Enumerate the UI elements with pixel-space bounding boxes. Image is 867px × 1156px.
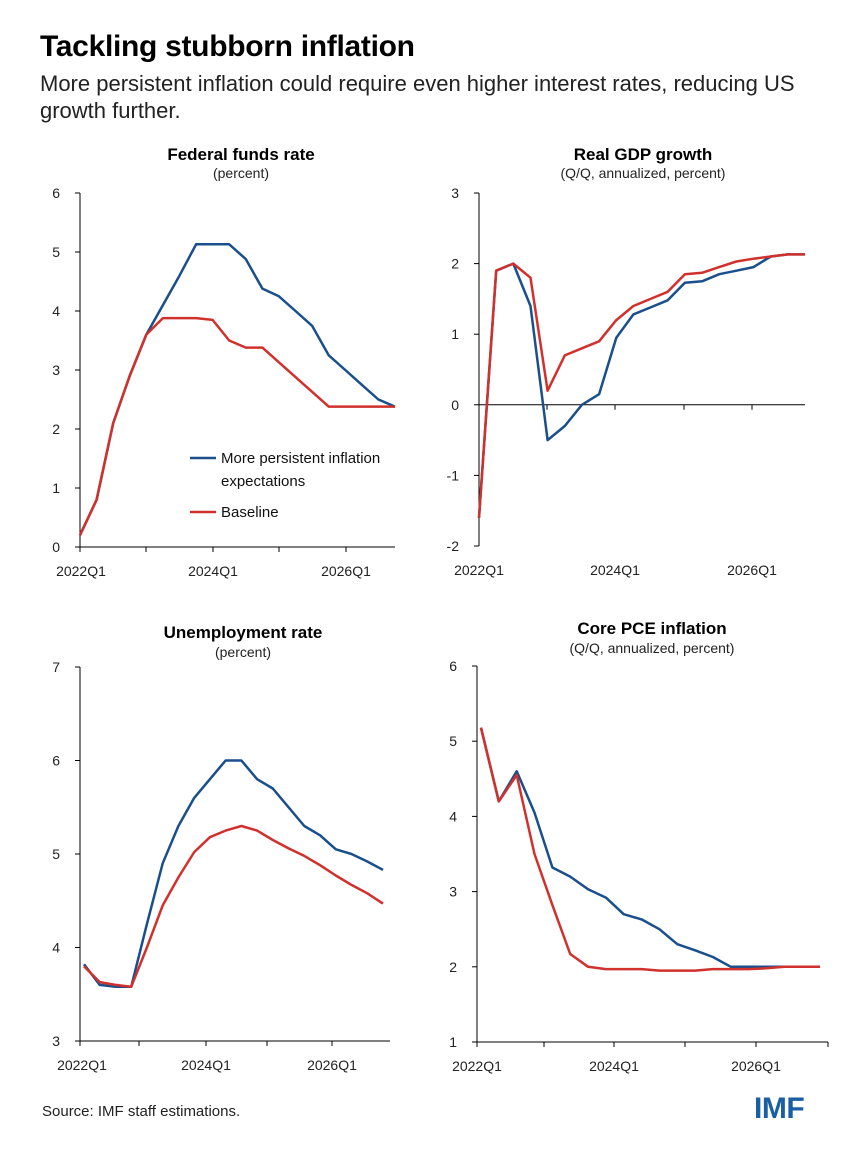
series-line-baseline — [477, 253, 805, 518]
y-tick-label: 6 — [449, 658, 457, 674]
panel-unemployment-rate: Unemployment rate (percent) 3 4 5 6 7 2022Q1 2… — [52, 623, 390, 1073]
x-tick-label: 2024Q1 — [590, 562, 640, 578]
x-tick-label: 2024Q1 — [589, 1058, 639, 1074]
x-tick-label: 2024Q1 — [188, 563, 238, 579]
panel-unit: (percent) — [215, 644, 271, 660]
x-tick-label: 2026Q1 — [321, 563, 371, 579]
y-tick-label: 4 — [52, 940, 60, 956]
y-tick-label: 6 — [52, 185, 60, 201]
panel-unit: (Q/Q, annualized, percent) — [561, 165, 726, 181]
series-line-baseline — [479, 727, 820, 972]
series-line-persistent — [83, 759, 384, 989]
y-tick-label: 7 — [52, 659, 60, 675]
x-tick-label: 2022Q1 — [454, 562, 504, 578]
y-tick-label: 0 — [451, 397, 459, 413]
y-tick-label: 4 — [449, 808, 457, 824]
y-tick-label: 2 — [451, 256, 459, 272]
page-subtitle: More persistent inflation could require … — [40, 71, 795, 123]
legend-label-baseline: Baseline — [221, 504, 279, 521]
y-tick-label: 5 — [52, 846, 60, 862]
source-note: Source: IMF staff estimations. — [42, 1103, 241, 1120]
x-tick-label: 2022Q1 — [56, 563, 106, 579]
panel-title: Unemployment rate — [164, 623, 323, 642]
y-tick-label: 1 — [449, 1034, 457, 1050]
y-tick-label: 3 — [52, 1033, 60, 1049]
x-tick-label: 2022Q1 — [57, 1057, 107, 1073]
legend-label-persistent-2: expectations — [221, 473, 305, 490]
imf-logo: IMF — [754, 1092, 805, 1125]
panel-unit: (Q/Q, annualized, percent) — [570, 640, 735, 656]
panel-title: Federal funds rate — [167, 145, 314, 164]
x-tick-label: 2022Q1 — [452, 1058, 502, 1074]
panel-core-pce-inflation: Core PCE inflation (Q/Q, annualized, per… — [449, 619, 829, 1074]
panel-title: Core PCE inflation — [577, 619, 726, 638]
legend: More persistent inflation expectations B… — [190, 450, 380, 521]
y-tick-label: 2 — [52, 421, 60, 437]
y-tick-label: 2 — [449, 959, 457, 975]
y-tick-label: 5 — [52, 244, 60, 260]
y-tick-label: -1 — [447, 467, 460, 483]
plot-area: 3 4 5 6 7 2022Q1 2024Q1 2026Q1 — [52, 659, 390, 1073]
panel-fed-funds-rate: Federal funds rate (percent) 0 1 2 3 4 5 6 2022… — [52, 145, 396, 579]
panel-unit: (percent) — [213, 165, 269, 181]
x-tick-label: 2026Q1 — [727, 562, 777, 578]
legend-label-persistent-1: More persistent inflation — [221, 450, 380, 467]
y-tick-label: 4 — [52, 303, 60, 319]
plot-area: 1 2 3 4 5 6 2022Q1 2024Q1 2026Q1 — [449, 658, 829, 1074]
y-tick-label: 3 — [449, 884, 457, 900]
y-tick-label: 6 — [52, 753, 60, 769]
x-tick-label: 2024Q1 — [181, 1057, 231, 1073]
panel-real-gdp-growth: Real GDP growth (Q/Q, annualized, percen… — [447, 145, 805, 578]
y-tick-label: -2 — [447, 538, 460, 554]
page-title: Tackling stubborn inflation — [40, 30, 415, 63]
y-tick-label: 1 — [451, 326, 459, 342]
y-tick-label: 0 — [52, 539, 60, 555]
x-tick-label: 2026Q1 — [307, 1057, 357, 1073]
y-tick-label: 1 — [52, 480, 60, 496]
series-line-baseline — [83, 824, 384, 989]
series-line-baseline — [78, 316, 395, 536]
y-tick-label: 3 — [451, 185, 459, 201]
panel-title: Real GDP growth — [574, 145, 713, 164]
y-tick-label: 3 — [52, 362, 60, 378]
y-tick-label: 5 — [449, 733, 457, 749]
plot-area: -2 -1 0 1 2 3 2022Q1 2024Q1 2026Q1 — [447, 185, 805, 578]
series-line-persistent — [78, 243, 396, 536]
plot-area: 0 1 2 3 4 5 6 2022Q1 2024Q1 2026Q1 — [52, 185, 396, 579]
series-line-persistent — [477, 253, 805, 518]
x-tick-label: 2026Q1 — [731, 1058, 781, 1074]
series-line-persistent — [479, 727, 820, 969]
